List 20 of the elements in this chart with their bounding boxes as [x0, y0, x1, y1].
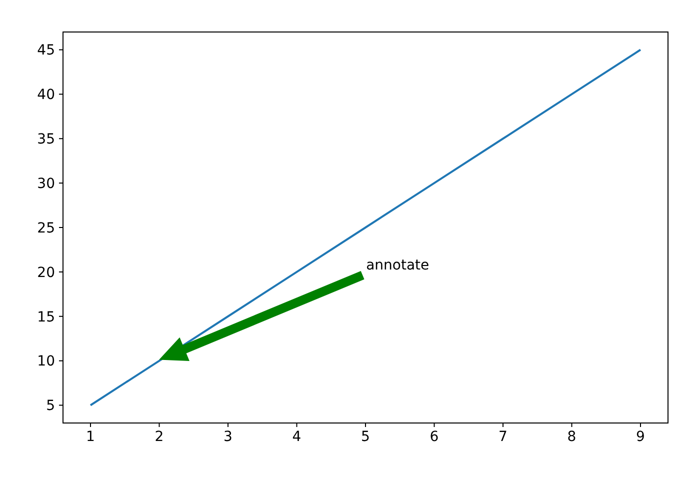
x-tick-label: 7	[498, 429, 508, 445]
x-tick-label: 5	[361, 429, 370, 445]
x-tick-label: 2	[154, 429, 164, 445]
y-tick-label: 30	[37, 176, 55, 192]
x-tick-label: 4	[292, 429, 302, 445]
y-tick-label: 45	[37, 42, 55, 59]
y-tick-label: 5	[46, 398, 55, 414]
y-tick-label: 35	[37, 132, 55, 148]
annotation: annotate	[366, 257, 430, 274]
y-tick-label: 15	[37, 309, 55, 326]
x-tick-label: 1	[86, 429, 95, 445]
x-tick-label: 6	[430, 429, 439, 445]
y-tick-label: 40	[37, 87, 55, 104]
x-tick-label: 9	[636, 429, 645, 445]
x-tick-label: 8	[567, 429, 576, 445]
line-series	[90, 48, 642, 406]
y-tick-label: 25	[37, 220, 55, 236]
y-tick-label: 20	[37, 264, 55, 281]
y-tick-label: 10	[37, 354, 55, 370]
x-tick-label: 3	[224, 429, 232, 445]
